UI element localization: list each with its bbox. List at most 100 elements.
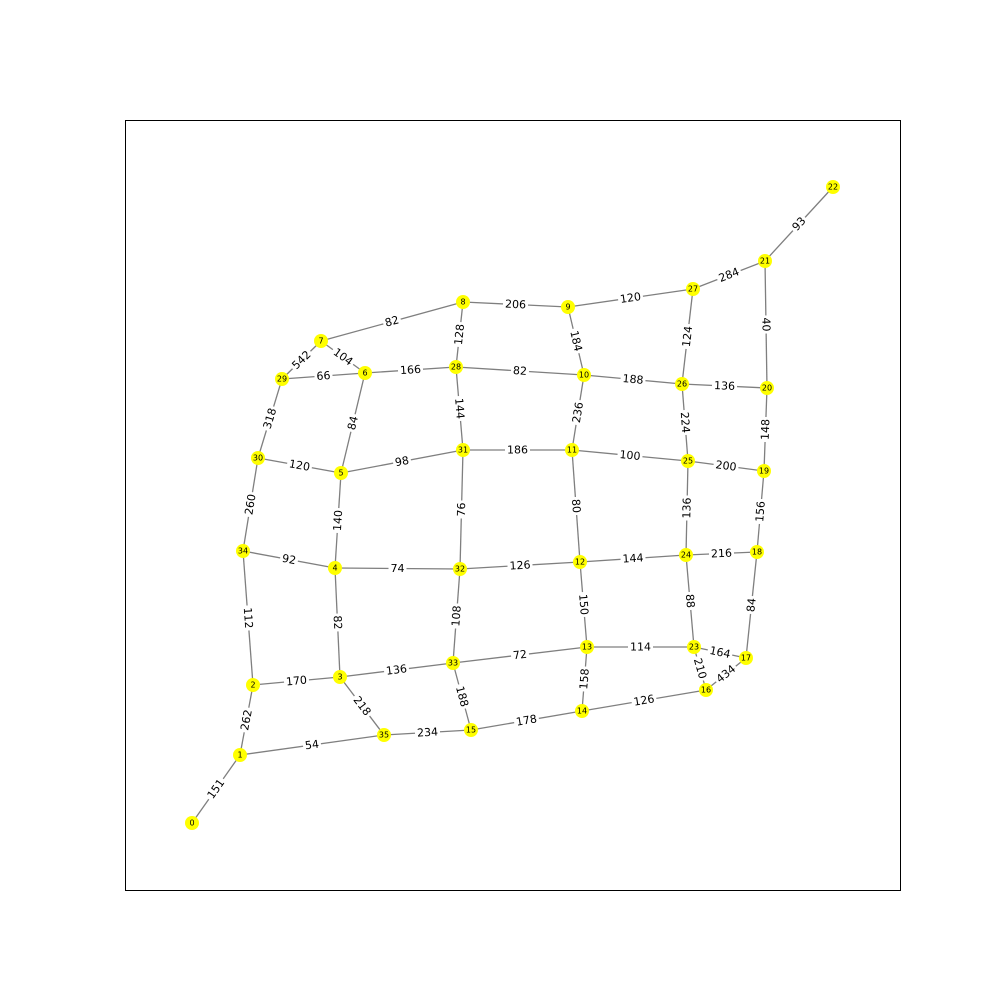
edge-label: 166 (400, 363, 422, 377)
edge-label-group: 136 (383, 661, 410, 679)
node-label: 8 (460, 298, 465, 307)
edge-label-background (566, 327, 586, 355)
node-label: 26 (677, 380, 687, 389)
edge-label: 72 (512, 648, 527, 663)
edge-label-group: 206 (502, 296, 529, 313)
node-label: 9 (565, 303, 570, 312)
edge-label-group: 262 (237, 706, 256, 734)
edge-label-background (677, 409, 693, 436)
node-label: 15 (466, 726, 476, 735)
node-label: 4 (332, 564, 337, 573)
node-30 (251, 451, 265, 465)
node-3 (333, 670, 347, 684)
node-17 (739, 651, 753, 665)
node-label: 13 (582, 643, 592, 652)
edge-label-group: 136 (679, 495, 695, 521)
edge-label-background (285, 456, 314, 475)
node-31 (456, 443, 470, 457)
edge-label: 76 (455, 502, 468, 516)
edge-label-background (203, 774, 229, 804)
edge-label: 318 (261, 407, 280, 431)
edge-label: 54 (304, 738, 320, 753)
edge-label-background (330, 613, 345, 632)
node-7 (314, 334, 328, 348)
node-label: 2 (250, 681, 255, 690)
edge-label: 120 (619, 290, 642, 306)
node-label: 33 (448, 659, 458, 668)
edge-label-background (711, 378, 738, 394)
edge-label-group: 136 (711, 378, 738, 394)
edge-label-background (414, 724, 441, 741)
node-28 (449, 360, 463, 374)
edge-label-group: 224 (677, 409, 693, 436)
edge-label-group: 148 (758, 416, 773, 443)
edge-label-background (510, 646, 530, 664)
edge-label-background (454, 500, 469, 519)
edge-label: 158 (577, 668, 592, 690)
edge-label-background (314, 368, 333, 384)
edge-label-background (689, 654, 711, 683)
node-14 (575, 704, 589, 718)
edge-label-group: 108 (448, 603, 465, 629)
edges-layer (191, 186, 834, 824)
edge-label-background (512, 711, 541, 730)
edge-label-group: 76 (454, 500, 469, 519)
edge-label-group: 84 (743, 595, 760, 615)
edge-label-background (259, 404, 281, 433)
node-19 (757, 464, 771, 478)
edge-label-background (283, 672, 310, 690)
node-label: 7 (318, 337, 323, 346)
edge-label: 120 (288, 457, 311, 474)
edge-label: 92 (281, 552, 297, 567)
edge-label-background (758, 315, 774, 334)
edge-label: 234 (417, 725, 439, 739)
node-label: 29 (277, 375, 287, 384)
node-26 (675, 377, 689, 391)
edge-label-group: 92 (278, 550, 300, 569)
node-10 (577, 368, 591, 382)
node-23 (687, 640, 701, 654)
edge-label-group: 84 (344, 412, 362, 434)
edge-label-group: 158 (576, 665, 593, 693)
node-label: 34 (238, 547, 248, 556)
edge-label-background (451, 395, 468, 422)
edge-label-background (752, 498, 769, 525)
node-label: 21 (760, 257, 770, 266)
edge-label-group: 144 (451, 395, 468, 422)
edge-label-background (287, 346, 316, 374)
edge-label: 200 (715, 458, 738, 474)
edge-label: 136 (714, 379, 736, 393)
edge-label: 136 (680, 497, 693, 518)
edge-label-background (451, 682, 473, 711)
edge-label: 224 (678, 412, 693, 434)
node-2 (246, 678, 260, 692)
edge-label: 170 (285, 674, 307, 689)
edge-label-group: 216 (708, 545, 735, 562)
node-13 (580, 640, 594, 654)
edge-label-group: 114 (628, 640, 653, 654)
edge-label: 206 (505, 298, 527, 312)
node-16 (699, 683, 713, 697)
node-27 (686, 282, 700, 296)
edge-label: 150 (576, 594, 591, 616)
edge-label: 74 (390, 562, 404, 575)
node-label: 14 (577, 707, 587, 716)
edge-label-group: 98 (391, 452, 413, 471)
edge-label: 164 (708, 644, 731, 661)
edge-label-group: 140 (330, 507, 346, 534)
edge-label-group: 188 (619, 371, 647, 388)
edge-label-group: 112 (240, 605, 256, 631)
edge-label: 216 (711, 547, 733, 561)
node-label: 20 (762, 384, 772, 393)
edge-label-group: 100 (616, 447, 644, 464)
edge-label-background (383, 661, 410, 679)
edge-label: 188 (622, 372, 644, 387)
edge-label-group: 124 (679, 323, 696, 350)
node-4 (328, 561, 342, 575)
edge-label-group: 164 (706, 643, 734, 662)
edge-label-background (758, 416, 773, 443)
edge-label-background (712, 457, 740, 475)
edge-label-group: 260 (241, 491, 260, 518)
edge-label: 88 (683, 593, 697, 608)
